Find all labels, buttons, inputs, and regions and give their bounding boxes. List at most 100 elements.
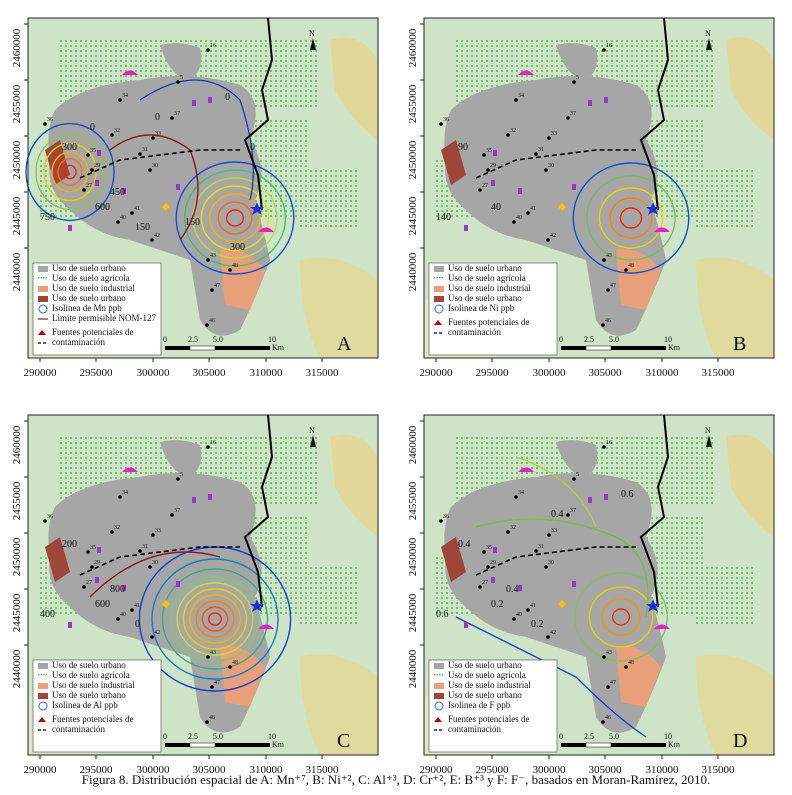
legend-swatch (38, 701, 48, 711)
x-tick-label: 310000 (250, 764, 284, 776)
legend-item: Uso de suelo urbano (52, 660, 126, 670)
map-frame (27, 17, 379, 359)
scale-segment (611, 743, 666, 747)
contour-label: 0.4 (506, 584, 519, 595)
source-marker (97, 547, 101, 553)
diamond-icon (162, 600, 170, 608)
isoline (572, 162, 690, 274)
well-label: 27 (482, 580, 488, 586)
source-marker (604, 494, 608, 500)
well-point (148, 565, 152, 569)
star-icon (646, 202, 660, 215)
well-point (601, 323, 605, 327)
isoline (175, 161, 295, 275)
x-tick-label: 300000 (137, 764, 171, 776)
y-tick-label: 2445000 (11, 593, 23, 632)
highway (639, 414, 670, 608)
source-marker (491, 577, 495, 583)
well-point (534, 152, 538, 156)
panel-letter: B (733, 333, 746, 355)
well-point (624, 268, 628, 272)
y-tick-label: 2445000 (11, 196, 23, 235)
well-point (110, 133, 114, 137)
contour-label: 0.6 (621, 489, 634, 500)
railway (79, 546, 240, 576)
source-marker (464, 622, 468, 628)
isoline (57, 158, 83, 186)
highland-area (696, 257, 774, 358)
source-marker (572, 581, 576, 587)
well-point (86, 550, 90, 554)
well-label: 35 (486, 148, 492, 154)
y-tick-label: 2440000 (11, 252, 23, 291)
well-label: 41 (134, 206, 140, 212)
well-point (43, 519, 47, 523)
legend-item: Isolinea de F ppb (448, 700, 511, 710)
well-label: 46 (605, 715, 611, 721)
well-label: 34 (122, 490, 128, 496)
well-label: 33 (551, 131, 557, 137)
source-marker (95, 577, 99, 583)
well-point (544, 168, 548, 172)
isoline (51, 151, 89, 193)
contour-label: 0.4 (458, 539, 471, 550)
scale-unit: Km (668, 343, 681, 352)
well-point (486, 565, 490, 569)
isoline (161, 568, 269, 670)
well-point (138, 152, 142, 156)
contour-label: 0 (155, 112, 160, 123)
well-point (205, 720, 209, 724)
legend-item: Uso de suelo industrial (52, 283, 135, 293)
y-tick-label: 2440000 (407, 252, 419, 291)
scale-unit: Km (272, 740, 285, 749)
legend-item: Uso de suelo urbano (448, 690, 522, 700)
well-point (130, 608, 134, 612)
scale-segment (585, 742, 612, 748)
well-point (526, 608, 530, 612)
well-label: 16 (606, 43, 612, 49)
diamond-icon (558, 203, 566, 211)
legend-item: Uso de suelo agrícola (448, 273, 526, 283)
x-tick-label: 305000 (589, 367, 623, 379)
isoline (139, 79, 254, 201)
well-point (86, 153, 90, 157)
well-point (148, 168, 152, 172)
well-point (90, 168, 94, 172)
well-label: 34 (122, 93, 128, 99)
legend-swatch (43, 277, 45, 279)
y-tick-label: 2450000 (11, 537, 23, 576)
isoline (25, 122, 115, 222)
contour-label: 400 (40, 609, 55, 620)
well-label: 43 (606, 650, 612, 656)
y-tick-label: 2445000 (407, 593, 419, 632)
scale-tick: 10 (664, 732, 672, 741)
legend-item: Uso de suelo industrial (448, 283, 531, 293)
x-tick-label: 300000 (137, 367, 171, 379)
source-icon (38, 330, 46, 335)
x-tick-label: 295000 (80, 367, 114, 379)
well-point (512, 220, 516, 224)
well-point (116, 617, 120, 621)
scale-tick: 10 (268, 335, 276, 344)
legend-item: Isolinea de Mn ppb (52, 303, 122, 313)
contour-label: 0.4 (551, 509, 564, 520)
well-label: 42 (550, 233, 556, 239)
y-tick-label: 2460000 (11, 425, 23, 464)
well-label: 16 (606, 440, 612, 446)
source-marker (208, 494, 212, 500)
isoline (43, 142, 97, 202)
well-label: 5 (180, 472, 183, 478)
map-panel-c: 16 5 34 37 33 32 31 35 36 29 30 27 41 40 42 43 47 46 48 N Us… (0, 397, 396, 794)
legend-box (428, 262, 558, 356)
well-label: 37 (174, 508, 180, 514)
diamond-icon (162, 203, 170, 211)
well-label: 40 (516, 215, 522, 221)
well-label: 30 (152, 163, 158, 169)
sampling-wells: 16 5 34 37 33 32 31 35 36 29 30 27 41 40 42 43 47 46 48 (43, 440, 238, 724)
x-tick-label: 305000 (589, 764, 623, 776)
contour-labels: 90 140 40 (436, 142, 501, 223)
well-point (478, 188, 482, 192)
